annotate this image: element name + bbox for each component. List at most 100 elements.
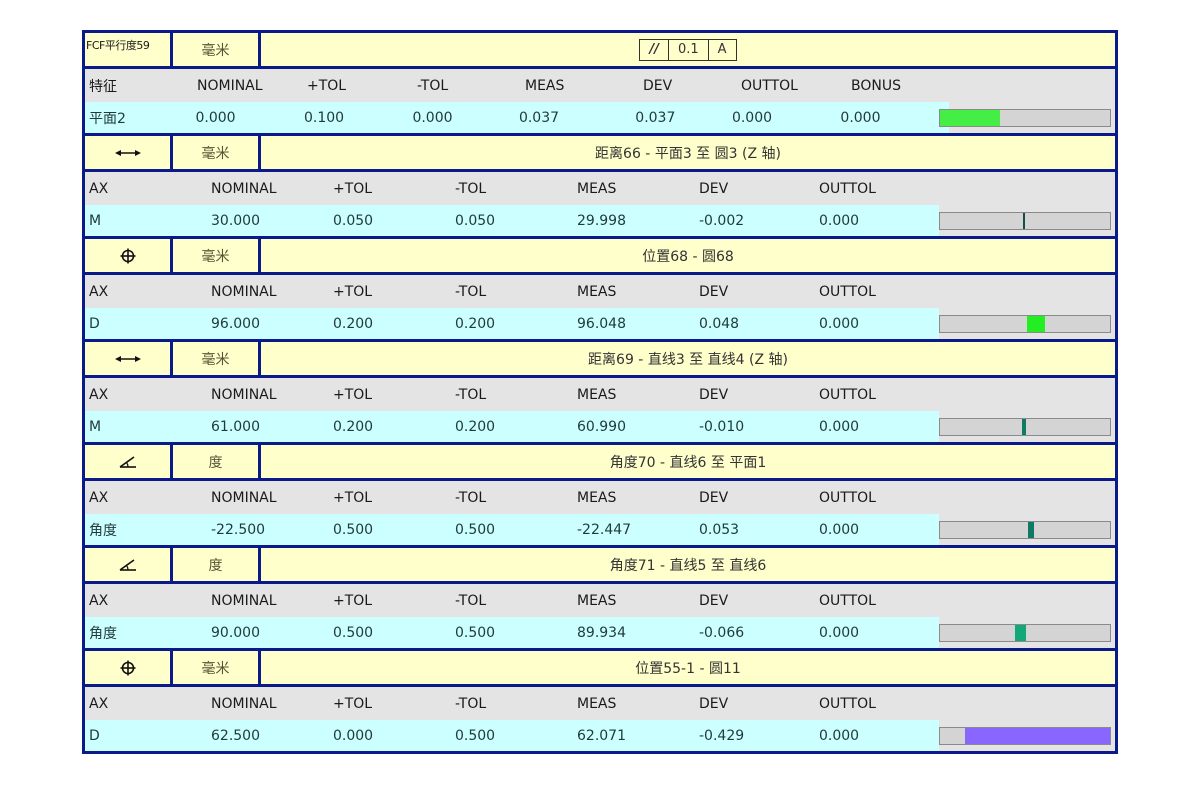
fcf-datum: A	[717, 42, 727, 57]
block-header: 毫米 位置55-1 - 圆11	[85, 651, 1115, 684]
angle-icon	[119, 455, 137, 468]
col-header: MEAS	[577, 283, 617, 300]
column-header-row: AX NOMINAL +TOL -TOL MEAS DEV OUTTOL	[85, 275, 1115, 308]
deviation-bar-fill	[1022, 418, 1026, 435]
unit-label: 毫米	[173, 136, 261, 169]
col-header: NOMINAL	[211, 180, 277, 197]
bonus-value: 0.000	[840, 109, 881, 126]
dev-value: 0.048	[699, 315, 740, 332]
minus-tol-value: 0.050	[455, 212, 496, 229]
col-header: +TOL	[333, 386, 373, 403]
dimension-title: 角度71 - 直线5 至 直线6	[609, 557, 767, 574]
divider	[85, 581, 1115, 584]
col-header: DEV	[699, 180, 729, 197]
block-header: FCF平行度59 毫米 // 0.1 A	[85, 33, 1115, 66]
value-row: 角度 -22.500 0.500 0.500 -22.447 0.053 0.0…	[85, 514, 1115, 545]
outtol-value: 0.000	[819, 315, 860, 332]
unit-label: 毫米	[173, 239, 261, 272]
col-header: NOMINAL	[211, 695, 277, 712]
dimension-title: 距离66 - 平面3 至 圆3 (Z 轴)	[595, 145, 781, 162]
dev-value: -0.066	[699, 624, 745, 641]
plus-tol-value: 0.200	[333, 418, 374, 435]
col-header: 特征	[89, 78, 117, 95]
block-header: 度 角度70 - 直线6 至 平面1	[85, 445, 1115, 478]
divider	[85, 684, 1115, 687]
plus-tol-value: 0.500	[333, 521, 374, 538]
col-header: OUTTOL	[819, 592, 876, 609]
col-header: MEAS	[577, 180, 617, 197]
col-header: -TOL	[455, 386, 487, 403]
axis-value: D	[89, 727, 100, 744]
nominal-value: 62.500	[211, 727, 260, 744]
meas-value: -22.447	[577, 521, 632, 538]
unit-label: 度	[173, 445, 261, 478]
dimension-type-icon-cell	[85, 651, 173, 684]
col-header: AX	[89, 283, 109, 300]
dev-value: -0.429	[699, 727, 745, 744]
col-header: OUTTOL	[819, 489, 876, 506]
col-header: NOMINAL	[211, 489, 277, 506]
value-row: M 61.000 0.200 0.200 60.990 -0.010 0.000	[85, 411, 1115, 442]
col-header: -TOL	[455, 489, 487, 506]
dev-value: 0.053	[699, 521, 740, 538]
col-header: OUTTOL	[819, 695, 876, 712]
dimension-title: 距离69 - 直线3 至 直线4 (Z 轴)	[588, 351, 788, 368]
dimension-type-icon-cell	[85, 239, 173, 272]
dev-value: -0.010	[699, 418, 745, 435]
dev-value: -0.002	[699, 212, 745, 229]
deviation-bar	[939, 726, 1111, 745]
block-header: 毫米 距离69 - 直线3 至 直线4 (Z 轴)	[85, 342, 1115, 375]
nominal-value: 96.000	[211, 315, 260, 332]
unit-label: 毫米	[173, 33, 261, 66]
unit-label: 度	[173, 548, 261, 581]
divider	[85, 478, 1115, 481]
deviation-bar-fill	[1014, 624, 1026, 641]
dev-value: 0.037	[635, 109, 676, 126]
fcf-parallelism-block: FCF平行度59 毫米 // 0.1 A 特征 NOMINAL +TOL -TO…	[82, 30, 1118, 133]
col-header: OUTTOL	[819, 283, 876, 300]
col-header: OUTTOL	[819, 386, 876, 403]
nominal-value: -22.500	[211, 521, 266, 538]
column-header-row: AX NOMINAL +TOL -TOL MEAS DEV OUTTOL	[85, 584, 1115, 617]
dimension-block: 度 角度71 - 直线5 至 直线6 AX NOMINAL +TOL -TOL …	[82, 545, 1118, 648]
dimension-block: 毫米 位置55-1 - 圆11 AX NOMINAL +TOL -TOL MEA…	[82, 648, 1118, 754]
col-header: MEAS	[577, 592, 617, 609]
plus-tol-value: 0.000	[333, 727, 374, 744]
meas-value: 60.990	[577, 418, 626, 435]
distance-arrow-icon	[114, 354, 141, 364]
deviation-bar	[939, 623, 1111, 642]
col-header: DEV	[699, 386, 729, 403]
minus-tol-value: 0.200	[455, 418, 496, 435]
dimension-title: 位置68 - 圆68	[642, 248, 734, 265]
plus-tol-value: 0.500	[333, 624, 374, 641]
col-header: MEAS	[577, 695, 617, 712]
inspection-report: FCF平行度59 毫米 // 0.1 A 特征 NOMINAL +TOL -TO…	[82, 30, 1118, 754]
dimension-type-icon-cell	[85, 136, 173, 169]
col-header: NOMINAL	[197, 77, 263, 94]
dimension-title: 角度70 - 直线6 至 平面1	[609, 454, 767, 471]
feature-value: 平面2	[89, 110, 126, 127]
outtol-value: 0.000	[819, 624, 860, 641]
dimension-block: 毫米 距离66 - 平面3 至 圆3 (Z 轴) AX NOMINAL +TOL…	[82, 133, 1118, 236]
outtol-value: 0.000	[819, 727, 860, 744]
unit-label: 毫米	[173, 651, 261, 684]
unit-label: 毫米	[173, 342, 261, 375]
fcf-frame-box: // 0.1 A	[639, 38, 737, 61]
col-header: -TOL	[455, 592, 487, 609]
nominal-value: 61.000	[211, 418, 260, 435]
col-header: +TOL	[333, 180, 373, 197]
dimension-type-icon-cell	[85, 445, 173, 478]
divider	[85, 66, 1115, 69]
col-header: +TOL	[307, 77, 347, 94]
value-row: 平面2 0.000 0.100 0.000 0.037 0.037 0.000 …	[85, 102, 1116, 133]
divider	[85, 375, 1115, 378]
deviation-bar	[939, 108, 1112, 127]
col-header: DEV	[643, 77, 673, 94]
block-header: 毫米 距离66 - 平面3 至 圆3 (Z 轴)	[85, 136, 1115, 169]
col-header: AX	[89, 592, 109, 609]
col-header: -TOL	[417, 77, 449, 94]
meas-value: 0.037	[518, 109, 560, 126]
column-header-row: AX NOMINAL +TOL -TOL MEAS DEV OUTTOL	[85, 378, 1115, 411]
axis-value: M	[89, 212, 102, 229]
block-header: 度 角度71 - 直线5 至 直线6	[85, 548, 1115, 581]
